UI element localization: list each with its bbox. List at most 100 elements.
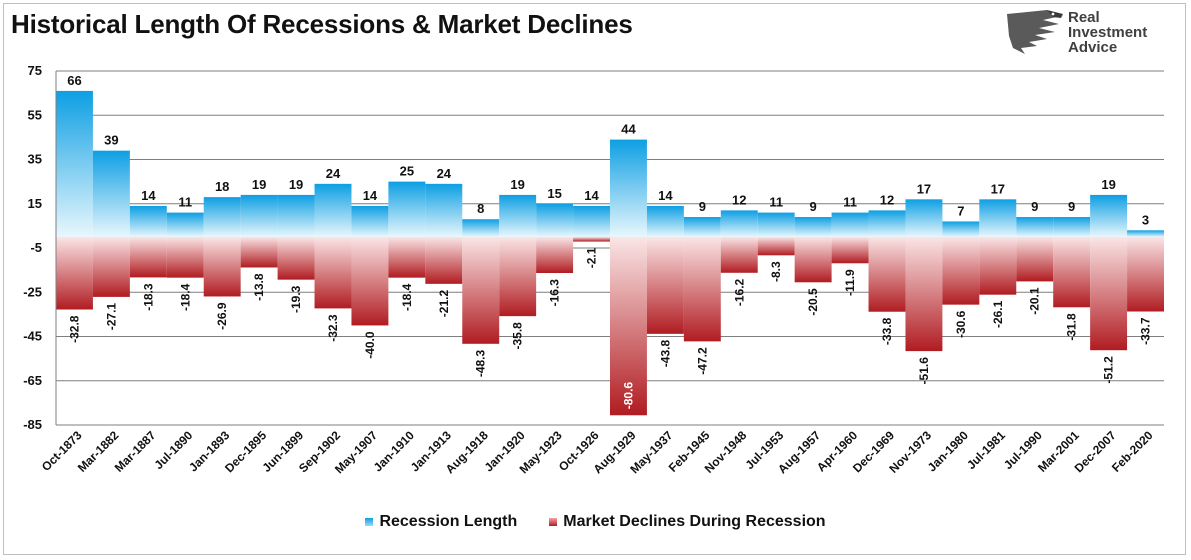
recession-bar bbox=[166, 212, 204, 237]
recession-bar bbox=[314, 183, 352, 237]
decline-bar bbox=[868, 236, 906, 312]
decline-bar bbox=[203, 236, 241, 297]
decline-bar bbox=[610, 236, 647, 416]
recession-value-label: 9 bbox=[699, 199, 706, 214]
decline-value-label: -20.1 bbox=[1028, 287, 1042, 315]
decline-value-label: -35.8 bbox=[511, 322, 525, 350]
recession-bar bbox=[1090, 194, 1128, 237]
x-tick-label: Mar-1887 bbox=[112, 428, 159, 475]
decline-bar bbox=[166, 236, 204, 278]
recession-value-label: 19 bbox=[252, 177, 266, 192]
recession-bar bbox=[831, 212, 869, 237]
decline-value-label: -13.8 bbox=[252, 273, 266, 301]
decline-value-label: -16.3 bbox=[548, 279, 562, 307]
decline-bar bbox=[314, 236, 352, 309]
brand-logo: Real Investment Advice bbox=[1003, 8, 1153, 58]
decline-value-label: -18.3 bbox=[141, 283, 155, 311]
decline-bar bbox=[499, 236, 537, 317]
logo-line-advice: Advice bbox=[1068, 39, 1118, 56]
recession-value-label: 14 bbox=[658, 188, 673, 203]
x-tick-label: Jan-1980 bbox=[925, 428, 971, 474]
decline-value-label: -27.1 bbox=[104, 303, 118, 331]
recession-bar bbox=[720, 210, 758, 237]
decline-value-label: -32.3 bbox=[326, 314, 340, 342]
decline-bar bbox=[831, 236, 869, 264]
recession-bar bbox=[536, 203, 574, 237]
decline-value-label: -48.3 bbox=[474, 349, 488, 377]
decline-bar bbox=[351, 236, 389, 326]
recession-value-label: 3 bbox=[1142, 212, 1149, 227]
decline-bar bbox=[646, 236, 684, 334]
recession-value-label: 24 bbox=[437, 166, 452, 181]
recession-bar bbox=[462, 219, 500, 237]
recession-value-label: 17 bbox=[917, 181, 931, 196]
recession-value-label: 9 bbox=[1068, 199, 1075, 214]
decline-bar bbox=[905, 236, 943, 352]
decline-value-label: -30.6 bbox=[954, 310, 968, 338]
recession-bar bbox=[388, 181, 426, 237]
decline-bar bbox=[240, 236, 278, 268]
recession-bar bbox=[1127, 230, 1164, 237]
logo-line-real: Real bbox=[1068, 9, 1100, 26]
decline-value-label: -16.2 bbox=[732, 278, 746, 306]
decline-bar bbox=[1016, 236, 1054, 282]
recession-value-label: 7 bbox=[957, 203, 964, 218]
x-tick-label: Feb-2020 bbox=[1109, 428, 1156, 475]
recession-value-label: 14 bbox=[363, 188, 378, 203]
recession-value-label: 19 bbox=[289, 177, 303, 192]
decline-value-label: -18.4 bbox=[400, 283, 414, 311]
decline-value-label: -40.0 bbox=[363, 331, 377, 359]
decline-value-label: -33.7 bbox=[1139, 317, 1153, 345]
recession-bar bbox=[425, 183, 463, 237]
recession-value-label: 15 bbox=[547, 186, 561, 201]
legend-label-decline: Market Declines During Recession bbox=[563, 513, 826, 530]
recession-bar bbox=[757, 212, 795, 237]
decline-value-label: -18.4 bbox=[178, 283, 192, 311]
decline-value-label: -47.2 bbox=[695, 347, 709, 375]
recession-value-label: 11 bbox=[769, 195, 783, 210]
recession-value-label: 8 bbox=[477, 201, 484, 216]
recession-bar bbox=[868, 210, 906, 237]
decline-bar bbox=[462, 236, 500, 344]
decline-bar bbox=[573, 236, 610, 242]
recession-bar bbox=[56, 90, 93, 237]
decline-bar bbox=[388, 236, 426, 278]
recession-bar bbox=[794, 217, 832, 237]
recession-value-label: 11 bbox=[178, 195, 192, 210]
recession-value-label: 14 bbox=[141, 188, 156, 203]
decline-bar bbox=[1090, 236, 1128, 351]
decline-bar bbox=[794, 236, 832, 283]
decline-value-label: -51.2 bbox=[1102, 356, 1116, 384]
recession-value-label: 9 bbox=[810, 199, 817, 214]
recession-bar bbox=[646, 205, 684, 237]
decline-value-label: -33.8 bbox=[880, 317, 894, 345]
decline-bar bbox=[277, 236, 315, 280]
y-tick-label: 55 bbox=[28, 107, 42, 122]
decline-bar bbox=[1053, 236, 1091, 308]
recession-value-label: 19 bbox=[1101, 177, 1115, 192]
recession-value-label: 14 bbox=[584, 188, 599, 203]
legend-label-recession: Recession Length bbox=[379, 513, 518, 530]
recession-bar bbox=[499, 194, 537, 237]
decline-value-label: -19.3 bbox=[289, 285, 303, 313]
recession-value-label: 9 bbox=[1031, 199, 1038, 214]
decline-bar bbox=[536, 236, 574, 274]
decline-value-label: -51.6 bbox=[917, 357, 931, 385]
recession-value-label: 44 bbox=[621, 122, 636, 137]
recession-bar bbox=[277, 194, 315, 237]
recession-value-label: 12 bbox=[732, 192, 746, 207]
decline-bar bbox=[942, 236, 980, 305]
y-tick-label: -25 bbox=[23, 284, 42, 299]
decline-bar bbox=[92, 236, 130, 297]
recession-bar bbox=[1053, 217, 1091, 237]
decline-value-label: -20.5 bbox=[806, 288, 820, 316]
recession-value-label: 66 bbox=[67, 73, 81, 88]
eagle-logo-icon bbox=[1007, 10, 1063, 54]
recession-bar bbox=[351, 205, 389, 237]
recession-bar bbox=[610, 139, 647, 237]
recession-bar bbox=[240, 194, 278, 237]
decline-bar bbox=[757, 236, 795, 256]
recession-bar bbox=[942, 221, 980, 237]
decline-value-label: -43.8 bbox=[658, 340, 672, 368]
